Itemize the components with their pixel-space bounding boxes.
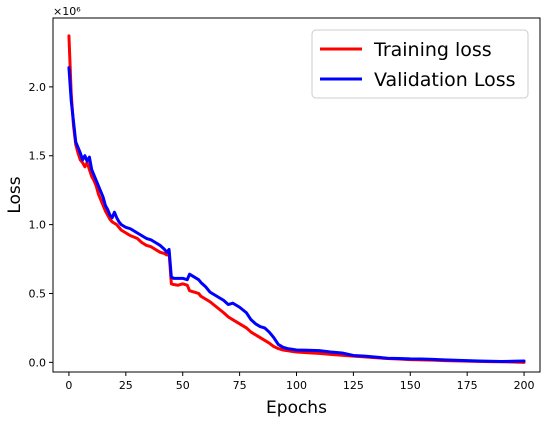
x-tick-label: 100 xyxy=(286,379,307,392)
series-line-1 xyxy=(67,66,526,364)
x-tick-label: 125 xyxy=(343,379,364,392)
x-tick-label: 50 xyxy=(176,379,190,392)
x-tick-label: 75 xyxy=(233,379,247,392)
x-tick-label: 200 xyxy=(514,379,535,392)
y-axis-offset-text: ×10⁶ xyxy=(53,5,81,18)
legend-label-0: Training loss xyxy=(373,39,492,61)
x-tick-label: 150 xyxy=(400,379,421,392)
x-tick-label: 25 xyxy=(119,379,133,392)
legend-label-1: Validation Loss xyxy=(374,69,516,91)
x-tick-label: 175 xyxy=(457,379,478,392)
series-layer xyxy=(67,34,526,364)
y-tick-label: 1.0 xyxy=(29,219,47,232)
y-axis-label: Loss xyxy=(5,176,25,213)
y-tick-label: 0.0 xyxy=(29,356,47,369)
x-axis-label: Epochs xyxy=(266,398,327,418)
y-tick-label: 1.5 xyxy=(29,150,47,163)
y-tick-label: 0.5 xyxy=(29,287,47,300)
legend: Training loss Validation Loss xyxy=(311,29,529,99)
x-tick-label: 0 xyxy=(65,379,72,392)
y-tick-label: 2.0 xyxy=(29,81,47,94)
y-axis-ticks: 0.0 0.5 1.0 1.5 2.0 xyxy=(29,81,53,369)
legend-box xyxy=(311,29,529,99)
x-axis-ticks: 0 25 50 75 100 125 150 175 200 xyxy=(65,372,535,392)
